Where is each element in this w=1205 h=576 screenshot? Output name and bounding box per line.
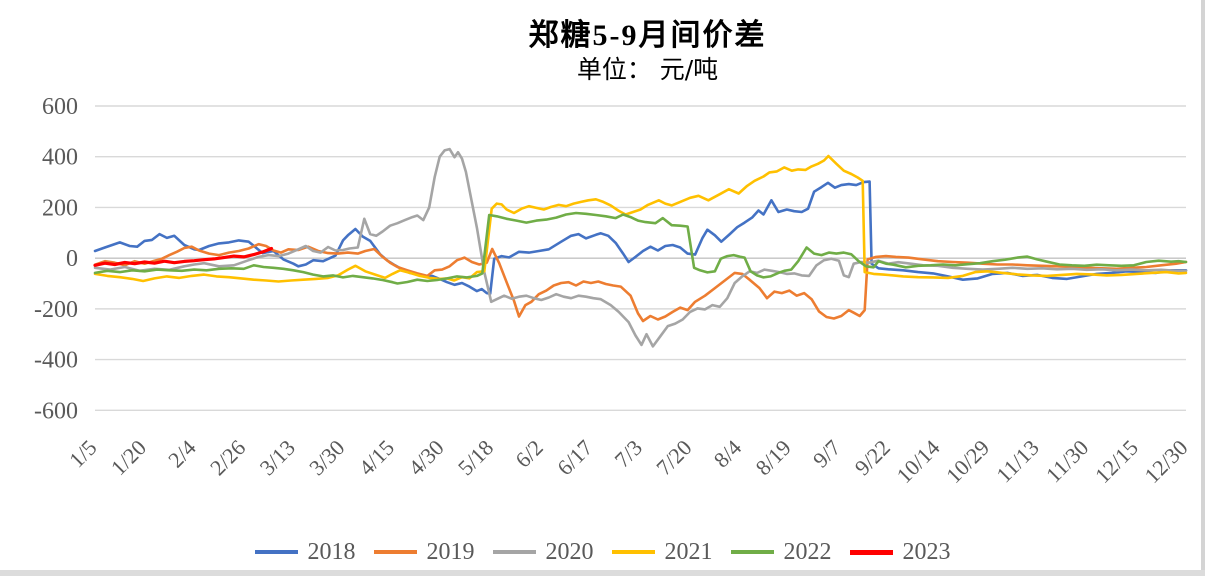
y-tick-label: -600 [34, 398, 78, 424]
legend-item-2019[interactable]: 2019 [373, 537, 475, 567]
series-lines [93, 147, 1188, 348]
x-tick-label: 11/13 [991, 435, 1044, 488]
y-tick-label: 600 [42, 94, 78, 120]
x-tick-label: 3/30 [304, 435, 349, 480]
gridlines [95, 105, 1186, 411]
legend-swatch-2021 [611, 550, 655, 554]
chart-legend: 2018 2019 2020 2021 2022 2023 [0, 537, 1205, 567]
legend-label: 2022 [783, 539, 832, 565]
series-line-2023 [93, 246, 274, 267]
legend-item-2021[interactable]: 2021 [611, 537, 713, 567]
series-line-2018 [93, 180, 1188, 296]
legend-swatch-2022 [730, 550, 774, 554]
x-tick-label: 6/17 [552, 435, 597, 480]
legend-label: 2020 [545, 539, 594, 565]
y-tick-label: -400 [34, 348, 78, 374]
x-tick-label: 10/14 [891, 435, 944, 488]
y-tick-label: 200 [42, 195, 78, 221]
x-tick-label: 8/4 [709, 435, 747, 473]
x-tick-label: 12/30 [1139, 435, 1192, 488]
x-tick-label: 11/30 [1041, 435, 1094, 488]
legend-item-2018[interactable]: 2018 [254, 537, 356, 567]
y-axis-tick-labels: 600 400 200 0 -200 -400 -600 [34, 94, 78, 424]
x-axis-tick-labels: 1/5 1/20 2/4 2/26 3/13 3/30 4/15 4/30 5/18 6/2 6/1… [64, 435, 1193, 488]
x-tick-label: 10/29 [941, 435, 994, 488]
chart-subtitle: 单位： 元/吨 [576, 55, 719, 84]
x-tick-label: 2/4 [163, 435, 201, 473]
y-tick-label: -200 [34, 297, 78, 323]
legend-swatch-2020 [492, 550, 536, 554]
x-tick-label: 4/15 [354, 435, 399, 480]
x-tick-label: 7/3 [609, 435, 647, 473]
series-line-2021 [93, 154, 1188, 283]
series-line-2019 [93, 242, 1188, 323]
series-line-2020 [93, 147, 1188, 348]
legend-swatch-2018 [254, 550, 298, 554]
legend-swatch-2023 [849, 549, 893, 555]
legend-item-2023[interactable]: 2023 [849, 537, 951, 567]
x-tick-label: 9/22 [850, 435, 895, 480]
series-line-2022 [93, 211, 1188, 285]
chart-title: 郑糖5-9月间价差 [528, 19, 767, 52]
x-tick-label: 1/5 [64, 435, 102, 473]
legend-swatch-2019 [373, 550, 417, 554]
x-tick-label: 6/2 [510, 435, 548, 473]
x-tick-label: 3/13 [255, 435, 300, 480]
y-tick-label: 0 [66, 246, 78, 272]
x-tick-label: 9/7 [808, 435, 846, 473]
x-tick-label: 1/20 [106, 435, 151, 480]
y-tick-label: 400 [42, 145, 78, 171]
legend-label: 2018 [307, 539, 356, 565]
legend-label: 2021 [664, 539, 713, 565]
window-edge-right [1201, 0, 1205, 576]
x-tick-label: 5/18 [453, 435, 498, 480]
x-tick-label: 2/26 [205, 435, 250, 480]
x-tick-label: 7/20 [651, 435, 696, 480]
legend-item-2020[interactable]: 2020 [492, 537, 594, 567]
x-tick-label: 8/19 [750, 435, 795, 480]
legend-item-2022[interactable]: 2022 [730, 537, 832, 567]
x-tick-label: 12/15 [1090, 435, 1143, 488]
window-edge-bottom [0, 570, 1205, 576]
legend-label: 2023 [902, 539, 951, 565]
x-tick-label: 4/30 [403, 435, 448, 480]
legend-label: 2019 [426, 539, 475, 565]
